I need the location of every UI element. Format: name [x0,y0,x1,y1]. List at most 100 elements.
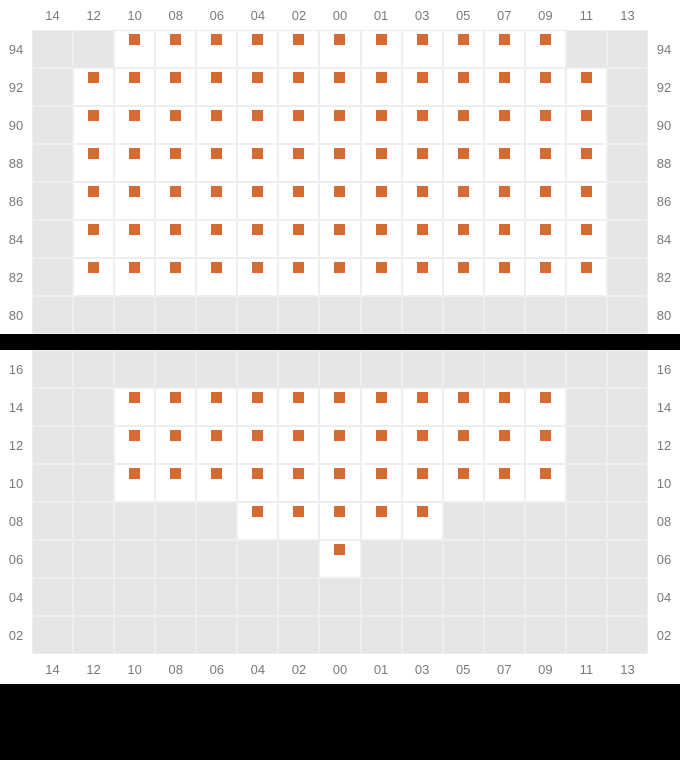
seat-88-03[interactable] [402,144,443,182]
seat-84-01[interactable] [361,220,402,258]
seat-88-02[interactable] [278,144,319,182]
seat-82-05[interactable] [443,258,484,296]
seat-06-00[interactable] [319,540,360,578]
seat-90-07[interactable] [484,106,525,144]
seat-90-08[interactable] [155,106,196,144]
seat-90-11[interactable] [566,106,607,144]
seat-88-11[interactable] [566,144,607,182]
seat-88-04[interactable] [237,144,278,182]
seat-92-09[interactable] [525,68,566,106]
seat-88-07[interactable] [484,144,525,182]
seat-10-07[interactable] [484,464,525,502]
seat-12-10[interactable] [114,426,155,464]
seat-90-06[interactable] [196,106,237,144]
seat-92-03[interactable] [402,68,443,106]
seat-94-09[interactable] [525,30,566,68]
seat-12-02[interactable] [278,426,319,464]
seat-94-00[interactable] [319,30,360,68]
seat-08-00[interactable] [319,502,360,540]
seat-10-08[interactable] [155,464,196,502]
seat-84-07[interactable] [484,220,525,258]
seat-14-10[interactable] [114,388,155,426]
seat-92-05[interactable] [443,68,484,106]
seat-12-06[interactable] [196,426,237,464]
seat-86-00[interactable] [319,182,360,220]
seat-82-07[interactable] [484,258,525,296]
seat-92-08[interactable] [155,68,196,106]
seat-94-04[interactable] [237,30,278,68]
seat-84-02[interactable] [278,220,319,258]
seat-94-01[interactable] [361,30,402,68]
seat-84-00[interactable] [319,220,360,258]
seat-90-03[interactable] [402,106,443,144]
seat-94-02[interactable] [278,30,319,68]
seat-86-05[interactable] [443,182,484,220]
seat-08-01[interactable] [361,502,402,540]
seat-86-10[interactable] [114,182,155,220]
seat-86-08[interactable] [155,182,196,220]
seat-90-01[interactable] [361,106,402,144]
seat-08-04[interactable] [237,502,278,540]
seat-84-10[interactable] [114,220,155,258]
seat-94-07[interactable] [484,30,525,68]
seat-82-04[interactable] [237,258,278,296]
seat-86-01[interactable] [361,182,402,220]
seat-10-03[interactable] [402,464,443,502]
seat-90-09[interactable] [525,106,566,144]
seat-12-03[interactable] [402,426,443,464]
seat-88-10[interactable] [114,144,155,182]
seat-90-00[interactable] [319,106,360,144]
seat-84-05[interactable] [443,220,484,258]
seat-14-07[interactable] [484,388,525,426]
seat-88-09[interactable] [525,144,566,182]
seat-88-08[interactable] [155,144,196,182]
seat-14-05[interactable] [443,388,484,426]
seat-14-09[interactable] [525,388,566,426]
seat-92-04[interactable] [237,68,278,106]
seat-86-04[interactable] [237,182,278,220]
seat-14-06[interactable] [196,388,237,426]
seat-84-06[interactable] [196,220,237,258]
seat-92-11[interactable] [566,68,607,106]
seat-94-10[interactable] [114,30,155,68]
seat-84-09[interactable] [525,220,566,258]
seat-10-04[interactable] [237,464,278,502]
seat-88-01[interactable] [361,144,402,182]
seat-82-03[interactable] [402,258,443,296]
seat-94-08[interactable] [155,30,196,68]
seat-90-12[interactable] [73,106,114,144]
seat-86-09[interactable] [525,182,566,220]
seat-84-11[interactable] [566,220,607,258]
seat-10-02[interactable] [278,464,319,502]
seat-82-11[interactable] [566,258,607,296]
seat-10-09[interactable] [525,464,566,502]
seat-86-11[interactable] [566,182,607,220]
seat-08-02[interactable] [278,502,319,540]
seat-14-03[interactable] [402,388,443,426]
seat-12-05[interactable] [443,426,484,464]
seat-92-01[interactable] [361,68,402,106]
seat-86-02[interactable] [278,182,319,220]
seat-86-06[interactable] [196,182,237,220]
seat-90-04[interactable] [237,106,278,144]
seat-86-03[interactable] [402,182,443,220]
seat-84-04[interactable] [237,220,278,258]
seat-14-00[interactable] [319,388,360,426]
seat-94-03[interactable] [402,30,443,68]
seat-84-12[interactable] [73,220,114,258]
seat-82-06[interactable] [196,258,237,296]
seat-88-06[interactable] [196,144,237,182]
seat-82-01[interactable] [361,258,402,296]
seat-82-10[interactable] [114,258,155,296]
seat-08-03[interactable] [402,502,443,540]
seat-10-10[interactable] [114,464,155,502]
seat-94-05[interactable] [443,30,484,68]
seat-92-00[interactable] [319,68,360,106]
seat-12-04[interactable] [237,426,278,464]
seat-10-00[interactable] [319,464,360,502]
seat-82-09[interactable] [525,258,566,296]
seat-90-05[interactable] [443,106,484,144]
seat-12-09[interactable] [525,426,566,464]
seat-92-02[interactable] [278,68,319,106]
seat-92-10[interactable] [114,68,155,106]
